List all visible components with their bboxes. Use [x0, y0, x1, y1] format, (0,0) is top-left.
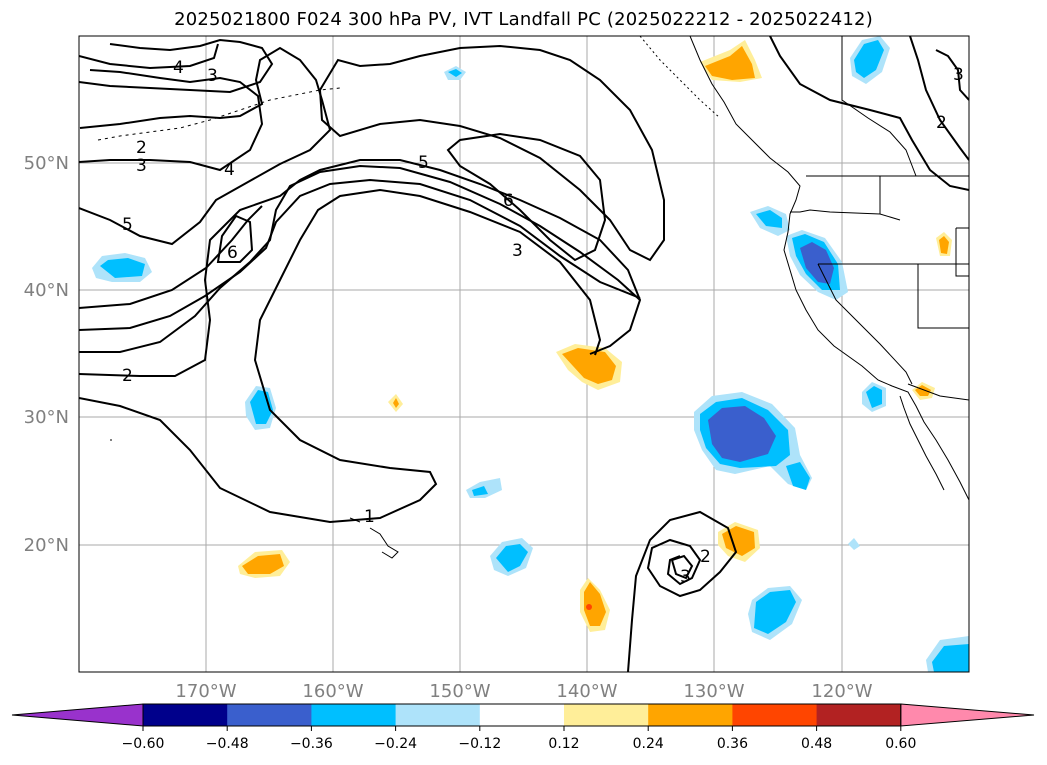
colorbar-frame — [142, 703, 902, 727]
negative-anomaly — [448, 69, 462, 77]
negative-anomaly — [786, 462, 810, 490]
colorbar-tick-label: −0.48 — [206, 736, 249, 752]
pv-contour-3 — [79, 164, 641, 353]
pv-contour-12 — [446, 132, 607, 262]
contour-label: 5 — [418, 153, 429, 173]
contour-label: 3 — [680, 567, 691, 587]
negative-anomaly — [496, 544, 528, 572]
colorbar-swatch — [395, 704, 481, 726]
colorbar-swatch — [227, 704, 312, 726]
contour-label: 1 — [364, 507, 375, 527]
pv-contours — [79, 36, 969, 672]
contour-label: 2 — [700, 547, 711, 567]
map-frame — [78, 35, 970, 673]
contour-label: 3 — [207, 66, 218, 86]
lat-labels: 50°N 40°N 30°N 20°N — [24, 153, 69, 556]
negative-anomaly — [848, 538, 860, 550]
lat-label: 30°N — [24, 407, 69, 428]
pv-contour-16 — [909, 36, 969, 161]
colorbar-tick-label: −0.36 — [290, 736, 333, 752]
colorbar-extend-low — [11, 703, 144, 727]
lon-label: 140°W — [556, 681, 617, 702]
pv-contour-13 — [627, 510, 738, 672]
colorbar-swatch — [732, 704, 818, 726]
pv-contour-1 — [79, 188, 602, 524]
positive-anomaly — [584, 582, 606, 626]
map-title: 2025021800 F024 300 hPa PV, IVT Landfall… — [174, 9, 873, 30]
positive-anomaly — [242, 554, 284, 574]
colorbar-tick-label: −0.60 — [122, 736, 165, 752]
colorbar-tick-label: −0.24 — [374, 736, 417, 752]
colorbar-swatch — [648, 704, 733, 726]
pv-contour-5 — [79, 205, 263, 309]
contour-label: 3 — [136, 156, 147, 176]
pv-contour-4 — [79, 178, 641, 331]
positive-anomaly — [939, 236, 949, 254]
pv-contour-8 — [79, 69, 264, 172]
colorbar-tick-label: −0.12 — [458, 736, 501, 752]
coastlines — [97, 36, 969, 559]
lat-label: 40°N — [24, 280, 69, 301]
pv-contour-7 — [79, 46, 332, 246]
ivt-shading — [92, 36, 969, 672]
colorbar-swatch — [311, 704, 397, 726]
contour-label: 2 — [122, 366, 133, 386]
negative-anomaly — [708, 406, 776, 462]
colorbar-extend-high — [900, 703, 1035, 727]
negative-anomaly — [100, 258, 145, 278]
pv-contour-11 — [318, 44, 665, 262]
positive-anomaly — [562, 348, 616, 384]
contour-label: 6 — [503, 191, 514, 211]
positive-anomaly — [393, 398, 399, 408]
colorbar-swatch — [143, 704, 228, 726]
negative-anomaly — [754, 590, 796, 634]
colorbar-tick-label: 0.24 — [633, 736, 664, 752]
negative-anomaly — [800, 242, 834, 284]
contour-label: 5 — [122, 215, 133, 235]
lat-label: 50°N — [24, 153, 69, 174]
pv-contour-10 — [79, 43, 219, 70]
contour-label: 4 — [224, 160, 235, 180]
pv-contour-14 — [769, 36, 969, 191]
contour-label: 2 — [136, 138, 147, 158]
colorbar-swatch — [816, 704, 902, 726]
map-panel — [79, 36, 969, 672]
colorbar-tick-label: 0.60 — [885, 736, 916, 752]
negative-anomaly — [854, 40, 884, 78]
lon-label: 130°W — [683, 681, 744, 702]
contour-label: 4 — [173, 58, 184, 78]
lon-labels: 170°W 160°W 150°W 140°W 130°W 120°W — [175, 681, 872, 702]
pv-contour-17 — [670, 554, 694, 580]
colorbar: −0.60 −0.48 −0.36 −0.24 −0.12 0.12 0.24 0.36 0.4… — [11, 703, 1035, 752]
colorbar-tick-label: 0.12 — [548, 736, 579, 752]
lon-label: 160°W — [302, 681, 363, 702]
contour-label: 6 — [227, 243, 238, 263]
positive-anomaly — [705, 46, 755, 80]
pv-contour-2 — [79, 159, 642, 377]
colorbar-swatch — [564, 704, 649, 726]
lon-label: 170°W — [175, 681, 236, 702]
negative-anomaly — [756, 210, 782, 228]
lat-label: 20°N — [24, 535, 69, 556]
pv-contour-6 — [216, 214, 254, 263]
negative-anomaly — [932, 644, 969, 672]
pv-contour-9 — [79, 38, 274, 94]
contour-label: 3 — [953, 65, 964, 85]
colorbar-tick-label: 0.48 — [801, 736, 832, 752]
lon-label: 120°W — [811, 681, 872, 702]
colorbar-swatch — [479, 704, 565, 726]
contour-labels: 4 3 2 3 4 5 6 5 6 3 2 1 2 3 3 2 — [122, 58, 964, 587]
pv-contour-15 — [935, 49, 969, 101]
contour-label: 2 — [936, 113, 947, 133]
contour-label: 3 — [512, 241, 523, 261]
positive-anomaly — [586, 604, 592, 610]
negative-anomaly — [472, 486, 488, 496]
colorbar-tick-label: 0.36 — [717, 736, 748, 752]
negative-anomaly — [866, 386, 882, 408]
lon-label: 150°W — [429, 681, 490, 702]
